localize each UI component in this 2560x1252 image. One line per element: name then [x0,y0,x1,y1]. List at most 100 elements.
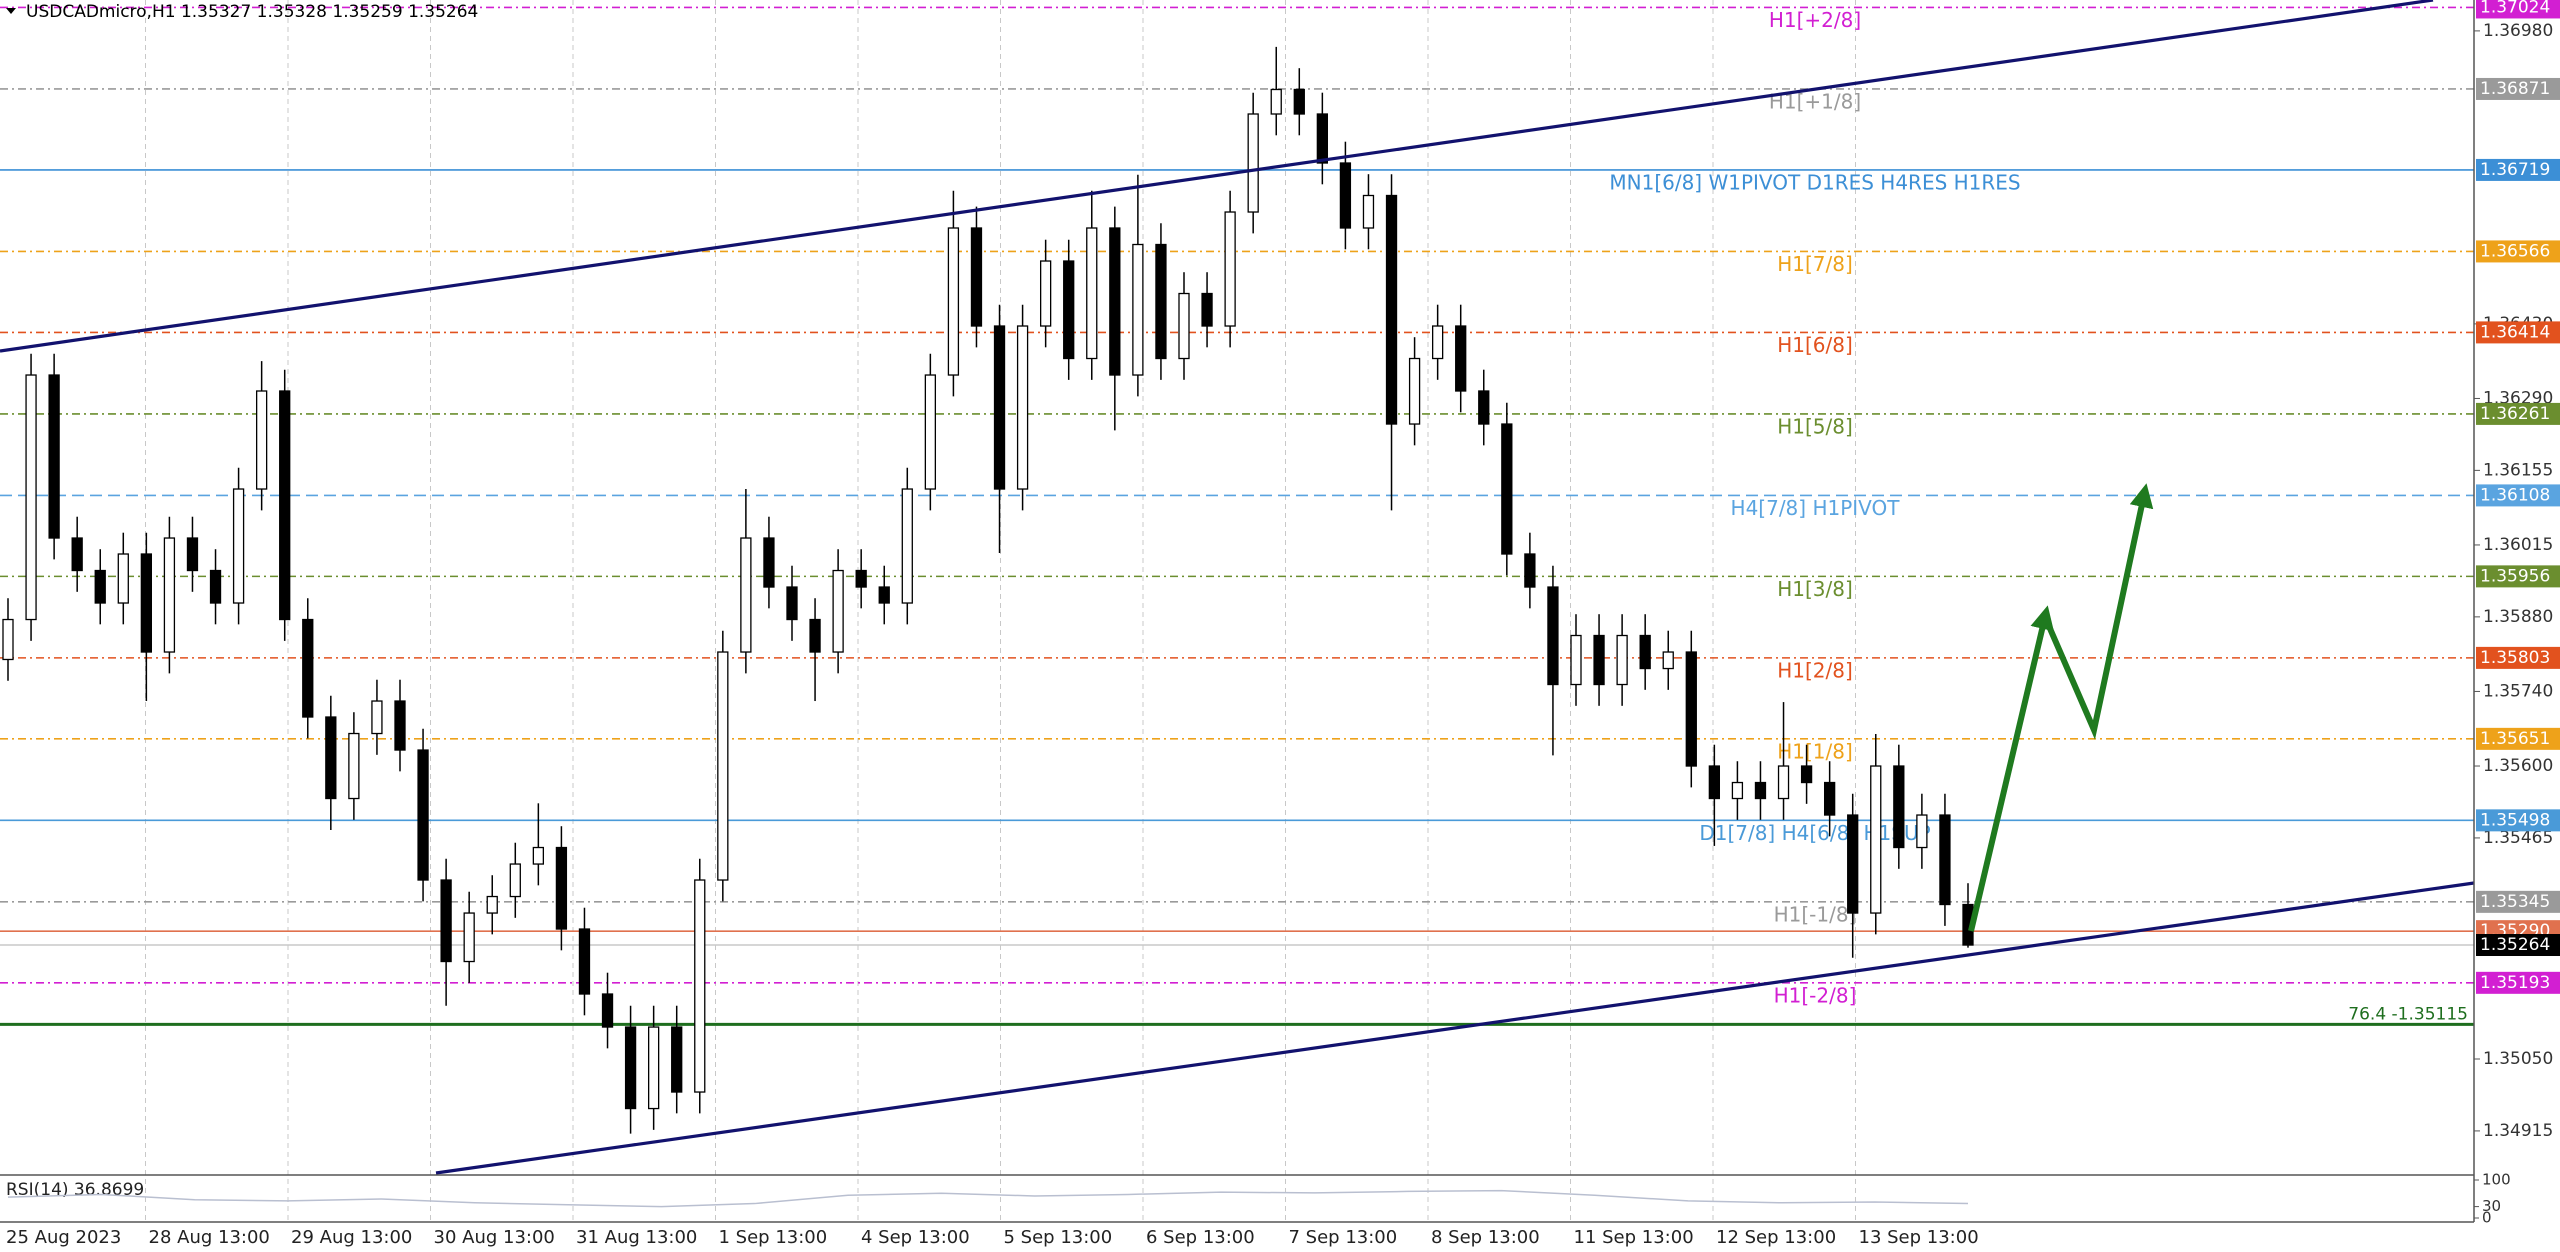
candle-body [694,879,706,1093]
candle-body [1547,586,1559,686]
x-tick-label: 1 Sep 13:00 [719,1227,828,1248]
rsi-line [7,1189,1969,1208]
level-name: MN1[6/8] W1PIVOT D1RES H4RES H1RES [1609,170,2020,194]
y-tick-label: 1.35880 [2483,607,2553,627]
price-box-label: 1.35498 [2480,810,2550,830]
price-box [2476,727,2560,750]
candle-body [601,993,614,1028]
candle-body [71,537,83,572]
price-box [2476,77,2560,100]
price-box [2476,890,2560,913]
candle-body [1685,651,1697,767]
price-box [2476,0,2560,19]
candle-body [163,537,176,653]
rsi-tick-label: 100 [2482,1171,2511,1189]
candle-body [878,586,890,604]
menu-icon [6,8,16,14]
candle-body [1939,814,1951,906]
candle-body [1455,325,1467,392]
candle-body [1754,781,1767,800]
candle-body [855,569,867,588]
level-name: H1[7/8] [1777,252,1853,276]
channel-upper [0,0,2434,353]
y-tick-label: 1.34915 [2483,1121,2553,1141]
x-tick-label: 8 Sep 13:00 [1431,1227,1540,1248]
candle-body [1847,814,1859,914]
candle-body [1524,553,1536,588]
level-name: H1[5/8] [1777,414,1853,438]
candle-body [1777,765,1790,800]
time-axis: 25 Aug 2023 28 Aug 13:00 29 Aug 13:00 30 Au… [6,1227,1979,1248]
rsi-tick-label: 0 [2482,1209,2492,1227]
candle-body [671,1026,683,1093]
price-box-label: 1.36108 [2480,485,2550,505]
candle-body [440,879,452,963]
price-box-label: 1.36719 [2480,160,2550,180]
candle-body [371,700,383,735]
price-box [2476,934,2560,957]
candle-body [1662,651,1674,670]
price-box-label: 1.36261 [2480,404,2550,424]
candle-body [25,374,37,621]
price-box [2476,402,2560,425]
price-box-label: 1.36871 [2480,79,2550,99]
candle-body [509,863,521,898]
level-name: H4[7/8] H1PIVOT [1731,496,1901,520]
candle-body [1870,765,1882,914]
candle-body [255,390,268,490]
candle-body [140,553,153,653]
x-tick-label: 5 Sep 13:00 [1004,1227,1113,1248]
price-box [2476,809,2560,832]
candle-body [624,1026,637,1110]
candle-body [647,1026,660,1110]
level-name: H1[+2/8] [1769,8,1861,32]
rsi-tick-label: 30 [2482,1197,2501,1215]
candle-body [1616,634,1628,686]
level-name: H1[3/8] [1777,577,1853,601]
candle-body [209,569,222,604]
price-box [2476,484,2560,507]
candle-body [832,569,844,653]
candle-body [1570,634,1582,686]
y-tick-label: 1.36015 [2483,535,2553,555]
levels-layer: H1[+2/8]H1[+1/8]MN1[6/8] W1PIVOT D1RES H… [0,6,2474,1026]
x-tick-label: 4 Sep 13:00 [861,1227,970,1248]
price-box [2476,240,2560,263]
grid-layer [145,0,1856,1222]
channel-lower [435,881,2475,1175]
candle-body [1201,292,1213,327]
chart-title: USDCADmicro,H1 1.35327 1.35328 1.35259 1… [26,2,478,22]
price-box-label: 1.35345 [2480,892,2550,912]
candle-body [763,537,775,588]
candle-body [48,374,60,539]
candle-body [1247,113,1259,213]
candle-body [1478,390,1490,425]
candle-body [1086,227,1098,360]
candle-body [740,537,752,653]
candle-body [1224,211,1236,327]
fib-label: 76.4 -1.35115 [2348,1004,2468,1024]
price-axis: 1.369801.364301.362901.361551.360151.358… [2474,0,2560,1141]
x-tick-label: 29 Aug 13:00 [291,1227,412,1248]
candle-body [1916,814,1928,849]
candle-body [1800,765,1813,784]
level-name: H1[1/8] [1777,739,1853,763]
candle-body [1039,260,1052,327]
level-name: D1[7/8] H4[6/8] H1SUP [1699,821,1930,845]
candle-body [1731,781,1744,800]
x-tick-label: 6 Sep 13:00 [1146,1227,1255,1248]
price-box [2476,565,2560,588]
candle-body [348,732,360,800]
x-tick-label: 25 Aug 2023 [6,1227,121,1248]
candle-body [325,716,337,800]
x-tick-label: 13 Sep 13:00 [1859,1227,1979,1248]
level-name: H1[-2/8] [1774,983,1857,1007]
candle-body [555,846,568,930]
level-name: H1[2/8] [1777,658,1853,682]
candle-body [1408,357,1421,425]
level-name: H1[-1/8] [1774,902,1857,926]
x-tick-label: 11 Sep 13:00 [1574,1227,1694,1248]
candle-body [394,700,406,751]
candle-body [279,390,291,621]
